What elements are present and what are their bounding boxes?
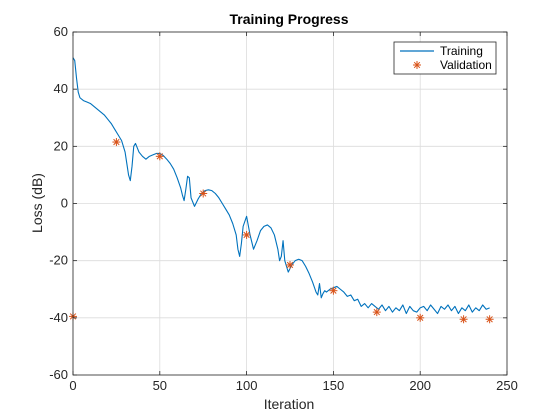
validation-point xyxy=(112,138,121,147)
chart-title: Training Progress xyxy=(229,11,348,27)
validation-point xyxy=(329,286,338,295)
y-tick-labels: -60 -40 -20 0 20 40 60 xyxy=(49,24,68,382)
validation-point xyxy=(416,313,425,322)
x-tick-label: 50 xyxy=(153,378,167,393)
y-tick-label: 0 xyxy=(61,196,68,211)
y-tick-label: -60 xyxy=(49,367,68,382)
ticks xyxy=(72,31,508,376)
training-loss-line xyxy=(72,57,490,315)
validation-point xyxy=(459,315,468,324)
validation-point xyxy=(242,230,251,239)
validation-point xyxy=(155,152,164,161)
validation-point xyxy=(372,308,381,317)
y-tick-label: 20 xyxy=(54,138,68,153)
validation-point xyxy=(485,315,494,324)
x-tick-label: 0 xyxy=(69,378,76,393)
series-layer xyxy=(69,57,494,324)
validation-point xyxy=(199,189,208,198)
x-tick-label: 200 xyxy=(409,378,431,393)
legend-asterisk-marker xyxy=(413,61,421,69)
y-tick-label: 60 xyxy=(54,24,68,39)
validation-point xyxy=(286,260,294,269)
legend-validation-marker xyxy=(413,61,421,69)
legend-box xyxy=(393,41,497,75)
y-tick-label: 40 xyxy=(54,81,68,96)
y-axis-label: Loss (dB) xyxy=(29,173,45,233)
x-axis-label: Iteration xyxy=(264,396,315,412)
x-tick-label: 150 xyxy=(323,378,345,393)
x-tick-label: 100 xyxy=(236,378,258,393)
legend-validation-label: Validation xyxy=(440,58,492,72)
x-tick-labels: 0 50 100 150 200 250 xyxy=(69,378,517,393)
y-tick-label: -40 xyxy=(49,310,68,325)
x-tick-label: 250 xyxy=(496,378,518,393)
legend-training-label: Training xyxy=(440,44,483,58)
legend: Training Validation xyxy=(393,41,497,75)
y-tick-label: -20 xyxy=(49,253,68,268)
